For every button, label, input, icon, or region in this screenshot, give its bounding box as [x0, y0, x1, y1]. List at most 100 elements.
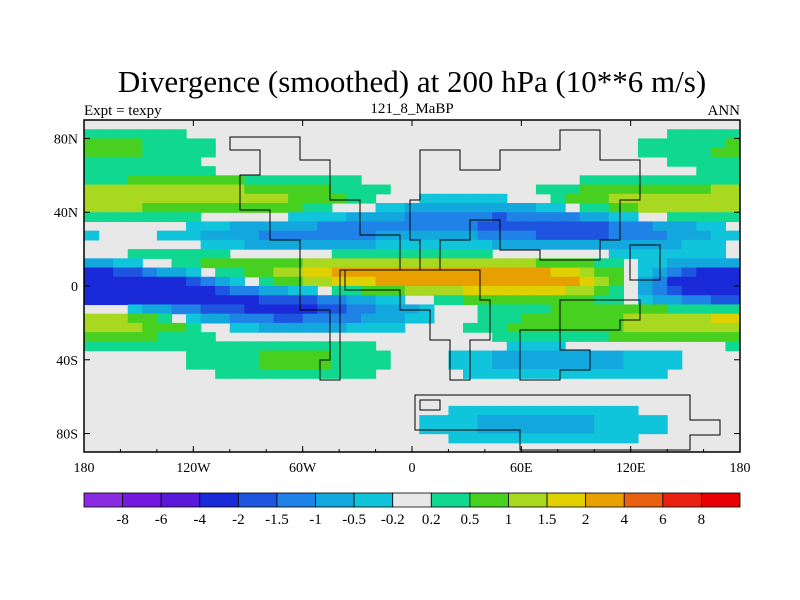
field-cell	[652, 286, 668, 296]
field-cell	[215, 359, 231, 370]
field-cell	[127, 332, 143, 342]
field-cell	[477, 369, 493, 379]
colorbar-label: -0.5	[342, 512, 366, 528]
field-cell	[419, 286, 435, 296]
field-cell	[433, 424, 450, 435]
field-cell	[98, 322, 114, 333]
field-cell	[302, 369, 318, 379]
field-cell	[579, 369, 595, 379]
field-cell	[579, 221, 595, 232]
field-cell	[492, 295, 508, 306]
field-cell	[244, 203, 260, 213]
field-cell	[200, 304, 216, 315]
field-cell	[156, 322, 173, 333]
field-cell	[346, 322, 362, 333]
field-cell	[637, 267, 654, 278]
field-cell	[302, 239, 318, 250]
field-cell	[404, 212, 420, 223]
field-cell	[492, 304, 508, 315]
field-cell	[288, 193, 304, 204]
field-cell	[156, 156, 173, 167]
field-cell	[725, 138, 740, 149]
field-cell	[710, 322, 727, 333]
field-cell	[492, 359, 508, 370]
field-cell	[477, 203, 493, 213]
field-cell	[637, 424, 654, 435]
field-cell	[127, 304, 143, 315]
field-cell	[84, 138, 100, 149]
field-cell	[186, 258, 202, 269]
field-cell	[346, 193, 362, 204]
field-cell	[127, 193, 143, 204]
field-cell	[142, 203, 158, 213]
field-cell	[550, 415, 566, 425]
field-cell	[186, 203, 202, 213]
colorbar-label: -1	[309, 512, 322, 528]
field-cell	[521, 239, 537, 250]
field-cell	[419, 203, 435, 213]
field-cell	[550, 350, 566, 361]
field-cell	[506, 322, 522, 333]
field-cell	[171, 332, 187, 342]
field-cell	[156, 295, 173, 306]
colorbar-swatch	[585, 492, 625, 508]
field-cell	[579, 350, 595, 361]
field-cell	[244, 369, 260, 379]
field-cell	[477, 424, 493, 435]
field-cell	[521, 332, 537, 342]
field-cell	[171, 156, 187, 167]
field-cell	[521, 258, 537, 269]
field-cell	[594, 184, 610, 195]
field-cell	[565, 433, 581, 444]
field-cell	[710, 267, 727, 278]
field-cell	[360, 258, 377, 269]
field-cell	[696, 258, 712, 269]
field-cell	[375, 295, 391, 306]
field-cell	[302, 276, 318, 287]
field-cell	[463, 230, 479, 241]
field-cell	[244, 359, 260, 370]
field-cell	[725, 304, 740, 315]
field-cell	[156, 313, 173, 324]
field-cell	[419, 267, 435, 278]
field-cell	[258, 304, 275, 315]
field-cell	[258, 350, 275, 361]
field-cell	[535, 212, 552, 223]
field-cell	[492, 313, 508, 324]
field-cell	[594, 405, 610, 416]
field-cell	[433, 193, 450, 204]
field-cell	[142, 193, 158, 204]
field-cell	[273, 239, 289, 250]
field-cell	[477, 258, 493, 269]
field-cell	[258, 295, 275, 306]
field-cell	[171, 212, 187, 223]
field-cell	[681, 221, 697, 232]
field-cell	[594, 193, 610, 204]
field-cell	[579, 212, 595, 223]
field-cell	[710, 156, 727, 167]
field-cell	[667, 295, 683, 306]
field-cell	[492, 369, 508, 379]
field-cell	[317, 359, 333, 370]
field-cell	[594, 433, 610, 444]
field-cell	[244, 230, 260, 241]
field-cell	[550, 230, 566, 241]
field-cell	[360, 276, 377, 287]
field-cell	[84, 322, 100, 333]
field-cell	[84, 193, 100, 204]
field-cell	[258, 221, 275, 232]
field-cell	[492, 415, 508, 425]
field-cell	[565, 304, 581, 315]
field-cell	[127, 129, 143, 140]
field-cell	[521, 359, 537, 370]
colorbar-swatch	[160, 492, 201, 508]
field-cell	[288, 221, 304, 232]
field-cell	[98, 184, 114, 195]
field-cell	[637, 175, 654, 186]
field-cell	[477, 433, 493, 444]
field-cell	[608, 212, 624, 223]
field-cell	[579, 332, 595, 342]
field-cell	[215, 175, 231, 186]
field-cell	[84, 129, 100, 140]
